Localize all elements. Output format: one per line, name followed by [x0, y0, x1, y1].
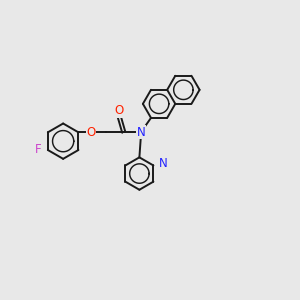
Text: F: F: [35, 143, 41, 157]
Text: N: N: [159, 158, 168, 170]
Text: O: O: [115, 104, 124, 117]
Text: O: O: [86, 126, 95, 139]
Text: N: N: [136, 126, 145, 139]
